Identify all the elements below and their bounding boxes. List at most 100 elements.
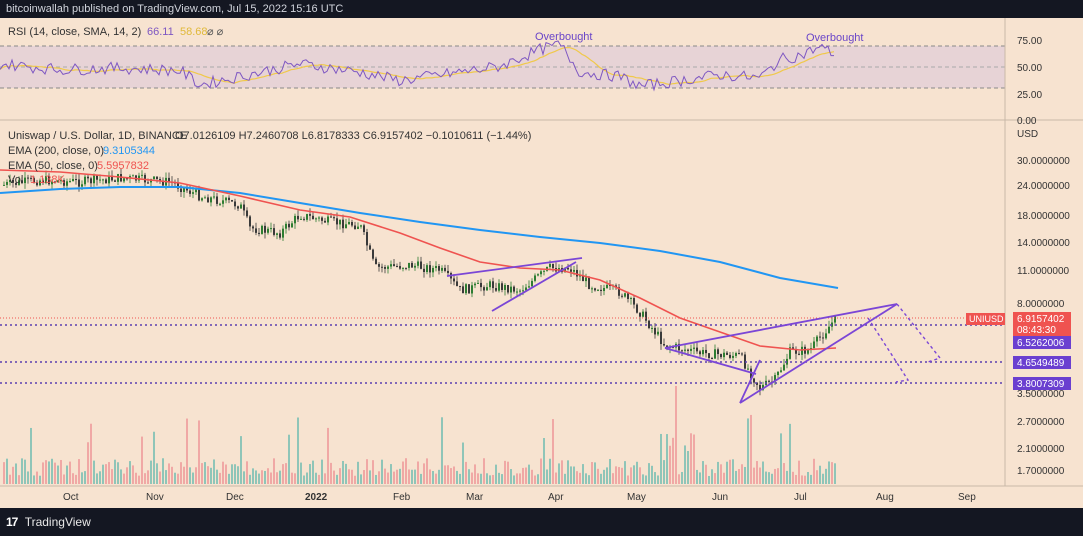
volume-bar: [105, 464, 107, 484]
candle-body: [312, 215, 314, 220]
candle-body: [618, 287, 620, 296]
volume-bar: [123, 473, 125, 484]
candle-body: [300, 218, 302, 220]
candle-body: [729, 354, 731, 358]
volume-bar: [633, 465, 635, 484]
volume-bar: [465, 461, 467, 484]
volume-bar: [618, 467, 620, 484]
candle-body: [189, 190, 191, 194]
volume-bar: [342, 460, 344, 484]
candle-body: [66, 181, 68, 186]
candle-body: [768, 380, 770, 382]
volume-bar: [690, 433, 692, 484]
candle-body: [795, 349, 797, 354]
candle-body: [699, 351, 701, 355]
volume-bar: [282, 464, 284, 484]
tradingview-brand: TradingView: [24, 515, 91, 529]
candle-body: [39, 180, 41, 186]
candle-body: [549, 263, 551, 267]
candle-body: [117, 174, 119, 182]
volume-bar: [279, 470, 281, 484]
volume-bar: [192, 472, 194, 484]
candle-body: [423, 268, 425, 272]
volume-bar: [222, 461, 224, 484]
volume-bar: [69, 461, 71, 484]
volume-bar: [225, 464, 227, 484]
candle-body: [579, 275, 581, 277]
volume-bar: [135, 472, 137, 484]
candle-body: [798, 353, 800, 355]
volume-bar: [339, 468, 341, 484]
candle-body: [222, 200, 224, 204]
candle-body: [324, 220, 326, 223]
volume-bar: [585, 473, 587, 484]
volume-bar: [126, 467, 128, 484]
volume-bar: [48, 461, 50, 484]
volume-bar: [654, 472, 656, 484]
candle-body: [411, 262, 413, 268]
candle-body: [633, 298, 635, 305]
candle-body: [354, 225, 356, 229]
price-legend-ohlc: O7.0126109 H7.2460708 L6.8178333 C6.9157…: [175, 130, 531, 142]
rsi-legend-icons[interactable]: ⌀ ⌀: [207, 26, 224, 38]
volume-bar: [720, 464, 722, 484]
candle-body: [48, 176, 50, 185]
candle-body: [519, 290, 521, 292]
volume-bar: [657, 475, 659, 484]
volume-bar: [171, 466, 173, 484]
candle-body: [690, 348, 692, 351]
candle-body: [81, 184, 83, 187]
x-tick: 2022: [305, 492, 328, 503]
candle-body: [780, 370, 782, 372]
candle-body: [573, 269, 575, 272]
volume-bar: [117, 462, 119, 484]
volume-bar: [300, 462, 302, 484]
volume-bar: [480, 473, 482, 484]
volume-bar: [36, 471, 38, 484]
volume-bar: [432, 471, 434, 484]
candle-body: [624, 293, 626, 297]
volume-bar: [60, 459, 62, 484]
candle-body: [588, 277, 590, 289]
rsi-tick-75: 75.00: [1017, 36, 1042, 47]
volume-bar: [213, 459, 215, 484]
candle-body: [396, 265, 398, 267]
volume-bar: [240, 436, 242, 484]
candle-body: [789, 347, 791, 359]
candle-body: [702, 349, 704, 355]
volume-bar: [99, 471, 101, 484]
candle-body: [27, 177, 29, 179]
candle-body: [9, 179, 11, 183]
price-legend-title: Uniswap / U.S. Dollar, 1D, BINANCE: [8, 130, 187, 142]
candle-body: [162, 180, 164, 186]
candle-body: [57, 180, 59, 183]
trading-chart[interactable]: RSI (14, close, SMA, 14, 2) 66.11 58.68 …: [0, 18, 1083, 508]
volume-bar: [447, 465, 449, 484]
candle-body: [42, 180, 44, 183]
candle-body: [783, 364, 785, 371]
x-tick: Feb: [393, 492, 411, 503]
volume-bar: [264, 470, 266, 484]
volume-bar: [783, 463, 785, 484]
candle-body: [342, 219, 344, 229]
publish-info: bitcoinwallah published on TradingView.c…: [6, 3, 344, 15]
volume-bar: [639, 467, 641, 484]
volume-bar: [582, 464, 584, 484]
volume-bar: [366, 459, 368, 484]
candle-body: [621, 295, 623, 297]
candle-body: [708, 353, 710, 358]
projection-arrows: [867, 303, 942, 383]
candle-body: [540, 271, 542, 275]
volume-bar: [207, 466, 209, 484]
candle-body: [84, 176, 86, 185]
candle-body: [420, 261, 422, 269]
volume-bar: [810, 474, 812, 484]
candle-body: [126, 178, 128, 180]
candle-body: [360, 225, 362, 227]
candle-body: [18, 180, 20, 185]
candle-body: [288, 223, 290, 228]
candle-body: [384, 267, 386, 269]
candle-body: [402, 267, 404, 269]
candle-body: [735, 353, 737, 356]
volume-bar: [267, 468, 269, 484]
